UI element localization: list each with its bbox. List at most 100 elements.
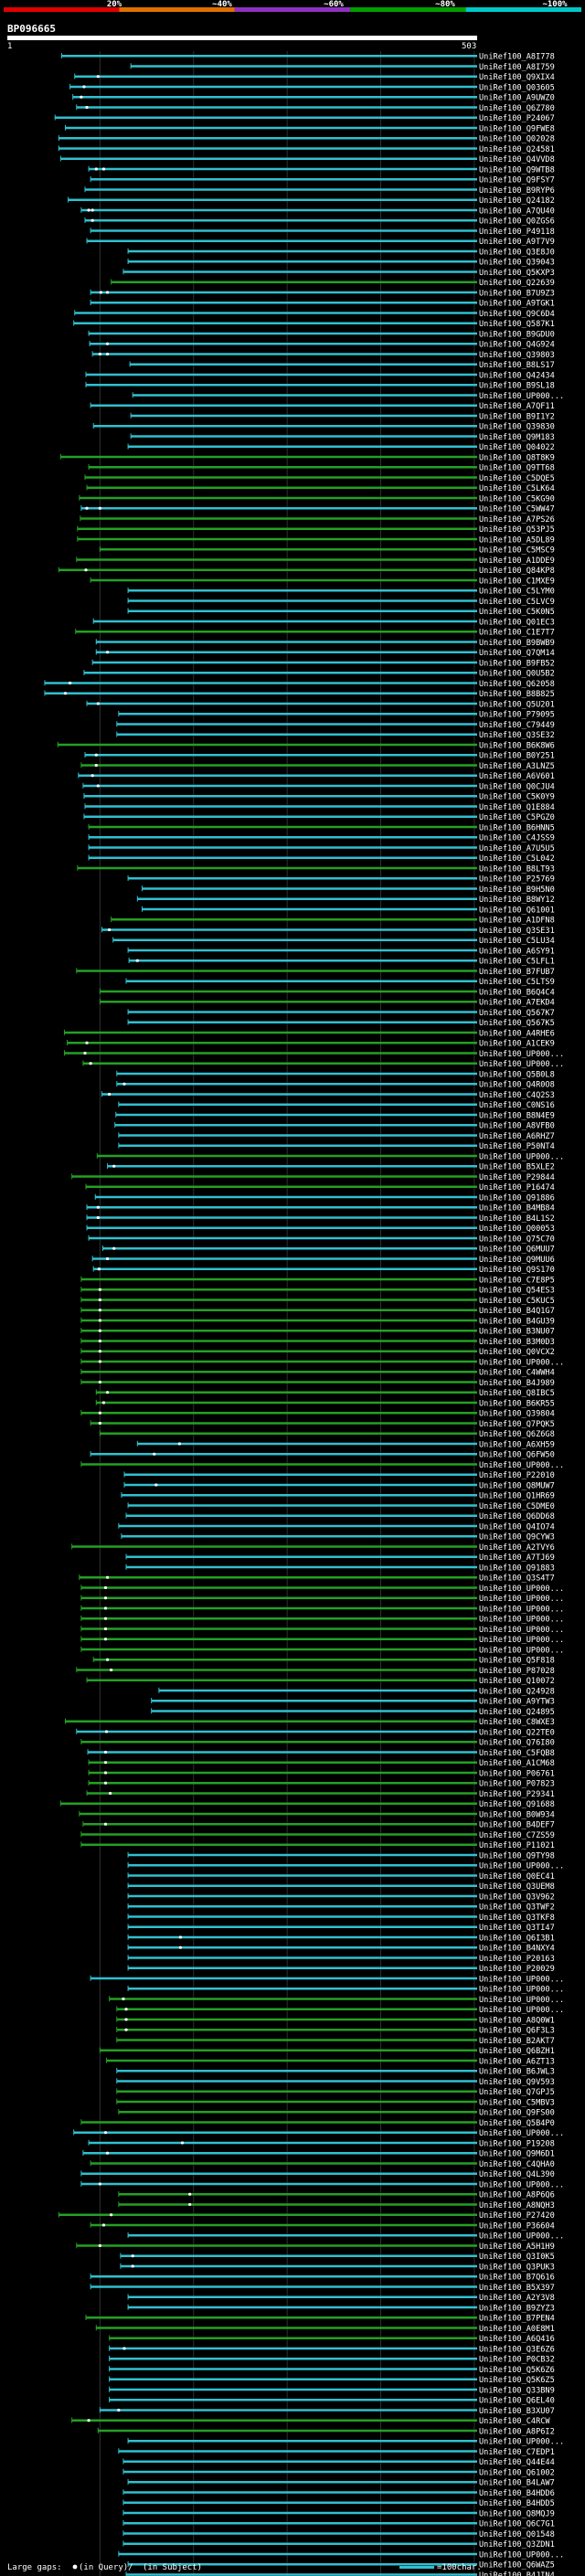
hit-label[interactable]: UniRef100_Q10072 [479, 1677, 555, 1686]
alignment-row[interactable]: UniRef100_P20163 [127, 1955, 555, 1964]
alignment-row[interactable]: UniRef100_Q44E44 [122, 2458, 555, 2467]
hit-label[interactable]: UniRef100_B5X397 [479, 2284, 555, 2293]
alignment-row[interactable]: UniRef100_B5XLE2 [107, 1163, 555, 1172]
hit-label[interactable]: UniRef100_UP000... [479, 1986, 564, 1995]
hit-label[interactable]: UniRef100_Q3UEM8 [479, 1882, 555, 1892]
alignment-row[interactable]: UniRef100_Q62058 [44, 680, 555, 689]
alignment-row[interactable]: UniRef100_Q61002 [122, 2468, 555, 2477]
alignment-row[interactable]: UniRef100_A8P6I2 [97, 2427, 555, 2436]
alignment-row[interactable]: UniRef100_Q91883 [125, 1564, 555, 1573]
hit-label[interactable]: UniRef100_UP000... [479, 2438, 564, 2447]
alignment-row[interactable]: UniRef100_B6HNN5 [88, 823, 555, 832]
alignment-row[interactable]: UniRef100_Q9M6D1 [82, 2150, 555, 2159]
alignment-row[interactable]: UniRef100_B0Y251 [84, 752, 555, 761]
alignment-row[interactable]: UniRef100_B8LS17 [129, 361, 555, 370]
alignment-row[interactable]: UniRef100_Q9V593 [116, 2078, 555, 2087]
hit-label[interactable]: UniRef100_C5PGZ0 [479, 813, 555, 822]
alignment-row[interactable]: UniRef100_Q42434 [85, 371, 555, 380]
hit-label[interactable]: UniRef100_Q6C7G1 [479, 2520, 555, 2529]
alignment-row[interactable]: UniRef100_B8N4E9 [115, 1111, 555, 1120]
hit-label[interactable]: UniRef100_A1DDE9 [479, 557, 555, 566]
hit-label[interactable]: UniRef100_Q7GPJ5 [479, 2088, 555, 2097]
alignment-row[interactable]: UniRef100_Q5U201 [86, 700, 555, 709]
hit-label[interactable]: UniRef100_P0CB32 [479, 2356, 555, 2365]
hit-label[interactable]: UniRef100_Q9M6D1 [479, 2150, 555, 2159]
hit-label[interactable]: UniRef100_Q61002 [479, 2468, 555, 2477]
alignment-row[interactable]: UniRef100_A1DFN8 [111, 917, 555, 926]
alignment-row[interactable]: UniRef100_B9GDU0 [88, 330, 555, 339]
hit-label[interactable]: UniRef100_C4JSS9 [479, 834, 555, 843]
hit-label[interactable]: UniRef100_Q62058 [479, 680, 555, 689]
alignment-row[interactable]: UniRef100_C5DQE5 [84, 474, 555, 483]
alignment-row[interactable]: UniRef100_B3NU07 [80, 1328, 555, 1337]
hit-label[interactable]: UniRef100_Q3V962 [479, 1892, 555, 1902]
hit-label[interactable]: UniRef100_Q5U201 [479, 700, 555, 709]
alignment-row[interactable]: UniRef100_A2Y3V8 [127, 2294, 555, 2303]
hit-label[interactable]: UniRef100_B9ZYZ3 [479, 2304, 555, 2313]
alignment-row[interactable]: UniRef100_Q3TWF2 [127, 1903, 555, 1913]
alignment-row[interactable]: UniRef100_UP000... [80, 1358, 564, 1367]
hit-label[interactable]: UniRef100_C5LFL1 [479, 958, 555, 967]
hit-label[interactable]: UniRef100_UP000... [479, 2232, 564, 2242]
alignment-row[interactable]: UniRef100_P49118 [90, 228, 555, 237]
hit-label[interactable]: UniRef100_A9UWZ0 [479, 94, 555, 103]
hit-label[interactable]: UniRef100_Q8IBC5 [479, 1389, 555, 1398]
hit-label[interactable]: UniRef100_Q3ZDN1 [479, 2540, 555, 2549]
hit-label[interactable]: UniRef100_UP000... [479, 392, 564, 401]
hit-label[interactable]: UniRef100_C1E7T7 [479, 629, 555, 638]
alignment-row[interactable]: UniRef100_A8P6Q6 [118, 2191, 555, 2200]
alignment-row[interactable]: UniRef100_Q75C70 [88, 1235, 555, 1244]
alignment-row[interactable]: UniRef100_P16474 [85, 1183, 555, 1193]
alignment-row[interactable]: UniRef100_B4JIN4 [125, 2571, 555, 2576]
alignment-row[interactable]: UniRef100_C5KG90 [79, 494, 555, 504]
hit-label[interactable]: UniRef100_Q39043 [479, 259, 555, 268]
alignment-row[interactable]: UniRef100_P50NT4 [118, 1142, 555, 1151]
alignment-row[interactable]: UniRef100_B3M0D3 [80, 1338, 555, 1347]
alignment-row[interactable]: UniRef100_B4NXY4 [127, 1945, 555, 1954]
alignment-row[interactable]: UniRef100_C8WXE3 [64, 1718, 555, 1727]
alignment-row[interactable]: UniRef100_Q7GPJ5 [116, 2088, 555, 2097]
alignment-row[interactable]: UniRef100_A7PS26 [80, 515, 555, 525]
hit-label[interactable]: UniRef100_UP000... [479, 1152, 564, 1161]
hit-label[interactable]: UniRef100_B4JIN4 [479, 2571, 555, 2576]
hit-label[interactable]: UniRef100_UP000... [479, 1626, 564, 1635]
alignment-row[interactable]: UniRef100_Q4IO74 [118, 1522, 555, 1532]
hit-label[interactable]: UniRef100_Q3TKF8 [479, 1913, 555, 1923]
hit-label[interactable]: UniRef100_Q6MUU7 [479, 1246, 555, 1255]
alignment-row[interactable]: UniRef100_UP000... [127, 2232, 564, 2242]
alignment-row[interactable]: UniRef100_A7TJ69 [125, 1553, 555, 1563]
hit-label[interactable]: UniRef100_C5LU34 [479, 937, 555, 946]
alignment-row[interactable]: UniRef100_C5LTS9 [125, 978, 555, 987]
alignment-row[interactable]: UniRef100_A8Q0W1 [116, 2016, 555, 2025]
alignment-row[interactable]: UniRef100_Q4VVD8 [59, 155, 555, 164]
hit-label[interactable]: UniRef100_Q7QM14 [479, 649, 555, 658]
alignment-row[interactable]: UniRef100_Q5K6Z5 [109, 2376, 555, 2385]
hit-label[interactable]: UniRef100_C5LVC9 [479, 598, 555, 607]
hit-label[interactable]: UniRef100_Q6WAZ5 [479, 2561, 555, 2571]
hit-label[interactable]: UniRef100_C5LYM0 [479, 588, 555, 597]
alignment-row[interactable]: UniRef100_B4L1S2 [86, 1214, 555, 1224]
alignment-row[interactable]: UniRef100_B7FUB7 [76, 968, 555, 977]
hit-label[interactable]: UniRef100_UP000... [479, 1585, 564, 1594]
alignment-row[interactable]: UniRef100_Q0U5B2 [83, 670, 555, 679]
hit-label[interactable]: UniRef100_A9TGK1 [479, 300, 555, 309]
hit-label[interactable]: UniRef100_Q9FSY7 [479, 176, 555, 186]
hit-label[interactable]: UniRef100_P29844 [479, 1173, 555, 1182]
hit-label[interactable]: UniRef100_C5K0Y9 [479, 793, 555, 802]
alignment-row[interactable]: UniRef100_A7QU40 [80, 207, 555, 216]
hit-label[interactable]: UniRef100_Q4VVD8 [479, 155, 555, 164]
hit-label[interactable]: UniRef100_Q9WTB8 [479, 165, 555, 175]
hit-label[interactable]: UniRef100_B4J989 [479, 1379, 555, 1388]
hit-label[interactable]: UniRef100_B4HDD6 [479, 2489, 555, 2498]
hit-label[interactable]: UniRef100_Q5K6Z5 [479, 2376, 555, 2385]
alignment-row[interactable]: UniRef100_UP000... [80, 1626, 564, 1635]
hit-label[interactable]: UniRef100_C5DQE5 [479, 474, 555, 483]
alignment-row[interactable]: UniRef100_Q61001 [141, 906, 555, 915]
hit-label[interactable]: UniRef100_Q6BZH1 [479, 2047, 555, 2056]
hit-label[interactable]: UniRef100_A8I759 [479, 63, 555, 72]
alignment-row[interactable]: UniRef100_Q6Z6G8 [99, 1430, 555, 1439]
alignment-row[interactable]: UniRef100_Q91688 [59, 1800, 555, 1809]
hit-label[interactable]: UniRef100_Q22639 [479, 279, 555, 288]
hit-label[interactable]: UniRef100_A8VFB0 [479, 1122, 555, 1131]
alignment-row[interactable]: UniRef100_P06761 [88, 1769, 555, 1778]
